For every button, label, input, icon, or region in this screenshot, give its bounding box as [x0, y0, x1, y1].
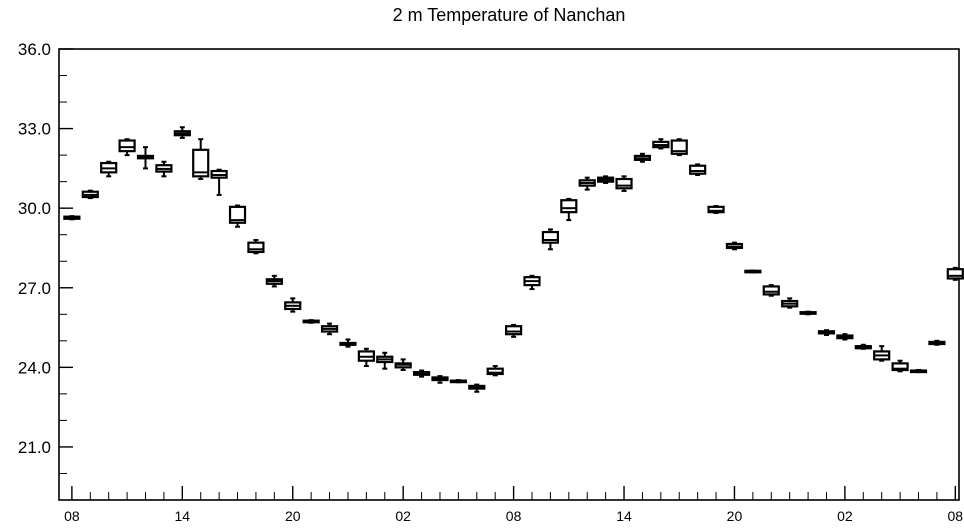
- box-33: [670, 138, 688, 157]
- x-tick-label: 14: [616, 508, 632, 524]
- x-tick-label: 20: [727, 508, 743, 524]
- box-37: [744, 269, 762, 274]
- box-body: [560, 199, 578, 214]
- box-30: [615, 175, 633, 192]
- box-body: [192, 148, 210, 178]
- y-tick-label: 30.0: [18, 199, 51, 218]
- y-tick-label: 21.0: [18, 438, 51, 457]
- x-tick-label: 08: [506, 508, 522, 524]
- box-32: [652, 138, 670, 150]
- box-12: [284, 297, 302, 313]
- box-25: [523, 274, 541, 291]
- box-14: [320, 322, 339, 336]
- box-body: [541, 230, 560, 244]
- x-tick-label: 14: [175, 508, 191, 524]
- box-body: [689, 164, 707, 175]
- box-40: [799, 310, 817, 316]
- box-28: [578, 176, 596, 191]
- box-4: [136, 146, 155, 170]
- box-35: [707, 205, 725, 214]
- box-body: [946, 268, 964, 280]
- y-tick-label: 24.0: [18, 358, 51, 377]
- chart-title: 2 m Temperature of Nanchan: [393, 5, 626, 25]
- y-tick-label: 33.0: [18, 120, 51, 139]
- box-body: [486, 367, 504, 376]
- box-body: [891, 362, 909, 372]
- x-tick-label: 20: [285, 508, 301, 524]
- box-22: [468, 383, 486, 393]
- box-42: [836, 333, 854, 341]
- box-43: [854, 343, 872, 350]
- box-27: [560, 197, 578, 222]
- box-0: [63, 215, 81, 221]
- box-31: [633, 152, 652, 163]
- box-10: [247, 239, 265, 255]
- box-20: [431, 375, 449, 384]
- x-tick-label: 08: [948, 508, 964, 524]
- box-body: [247, 241, 265, 254]
- y-tick-label: 27.0: [18, 279, 51, 298]
- y-tick-label: 36.0: [18, 40, 51, 59]
- box-body: [615, 177, 633, 190]
- box-17: [376, 351, 394, 370]
- x-tick-label: 02: [837, 508, 853, 524]
- box-38: [762, 284, 780, 297]
- box-5: [155, 160, 173, 178]
- box-body: [505, 325, 523, 336]
- box-15: [339, 338, 357, 348]
- box-7: [192, 138, 210, 180]
- plot-frame: [58, 48, 960, 501]
- box-body: [707, 205, 725, 214]
- box-46: [909, 369, 928, 374]
- box-48: [946, 266, 964, 281]
- box-13: [302, 319, 320, 324]
- box-24: [505, 323, 523, 338]
- box-9: [228, 204, 247, 228]
- box-26: [541, 228, 560, 251]
- box-41: [817, 329, 836, 336]
- box-1: [81, 189, 99, 200]
- box-body: [762, 285, 780, 296]
- box-body: [118, 139, 136, 153]
- box-6: [173, 126, 191, 139]
- plot-area: 21.0 24.0 27.0 30.0 33.0 36.0 08 14 20 02 08 14 20 02…: [18, 40, 964, 524]
- box-body: [228, 205, 247, 224]
- box-11: [265, 274, 283, 288]
- box-29: [597, 175, 615, 184]
- box-44: [873, 345, 891, 362]
- box-2: [100, 160, 118, 178]
- box-3: [118, 138, 136, 157]
- box-36: [725, 241, 744, 251]
- box-34: [689, 163, 707, 177]
- box-18: [394, 358, 412, 372]
- box-21: [449, 379, 467, 384]
- box-45: [891, 359, 909, 373]
- x-tick-label: 08: [64, 508, 80, 524]
- box-47: [928, 339, 946, 346]
- box-8: [210, 168, 228, 196]
- box-16: [357, 347, 375, 368]
- box-19: [412, 369, 431, 378]
- box-23: [486, 365, 504, 377]
- box-39: [781, 297, 799, 309]
- x-tick-label: 02: [395, 508, 411, 524]
